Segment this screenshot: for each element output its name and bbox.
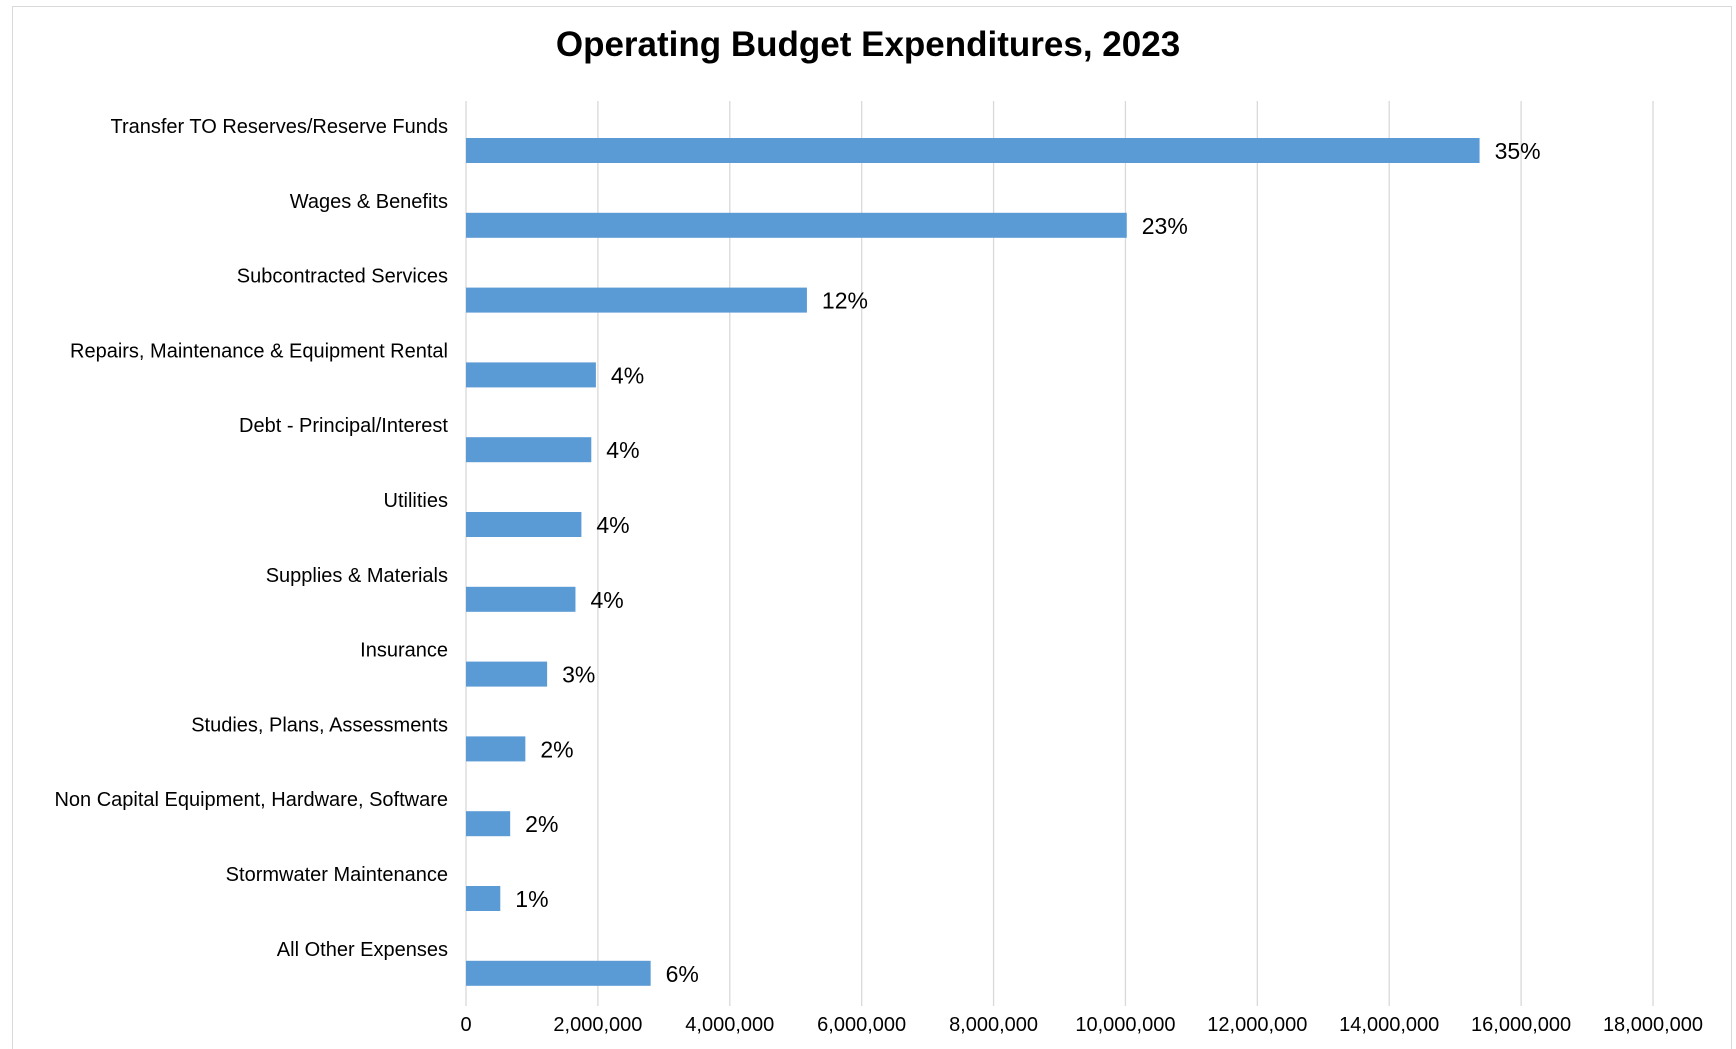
x-tick-label: 4,000,000 bbox=[685, 1014, 774, 1036]
x-tick-label: 18,000,000 bbox=[1603, 1014, 1703, 1036]
category-label: Transfer TO Reserves/Reserve Funds bbox=[110, 116, 448, 138]
bar bbox=[466, 437, 592, 463]
bar bbox=[466, 960, 651, 986]
x-tick-label: 12,000,000 bbox=[1207, 1014, 1307, 1036]
bar bbox=[466, 287, 807, 313]
category-label: Repairs, Maintenance & Equipment Rental bbox=[70, 340, 448, 362]
bar bbox=[466, 811, 511, 837]
x-tick-label: 6,000,000 bbox=[817, 1014, 906, 1036]
category-label: Utilities bbox=[384, 490, 448, 512]
x-tick-label: 10,000,000 bbox=[1075, 1014, 1175, 1036]
data-label: 2% bbox=[540, 736, 573, 762]
chart-frame bbox=[12, 6, 1732, 1049]
category-label: Debt - Principal/Interest bbox=[239, 415, 448, 437]
data-label: 4% bbox=[596, 512, 629, 538]
bar bbox=[466, 138, 1480, 163]
data-label: 35% bbox=[1495, 138, 1541, 164]
bar bbox=[466, 362, 596, 388]
x-tick-label: 14,000,000 bbox=[1339, 1014, 1439, 1036]
category-label: Insurance bbox=[360, 640, 448, 662]
bar bbox=[466, 512, 582, 537]
category-label: Studies, Plans, Assessments bbox=[191, 714, 448, 736]
category-label: Subcontracted Services bbox=[237, 266, 448, 288]
bar bbox=[466, 736, 526, 762]
data-label: 4% bbox=[611, 362, 644, 388]
data-label: 4% bbox=[590, 587, 623, 613]
chart-title: Operating Budget Expenditures, 2023 bbox=[555, 25, 1181, 64]
data-label: 12% bbox=[822, 288, 868, 314]
data-label: 1% bbox=[515, 886, 548, 912]
x-tick-label: 8,000,000 bbox=[949, 1014, 1038, 1036]
data-label: 3% bbox=[562, 662, 595, 688]
x-tick-label: 0 bbox=[460, 1014, 471, 1036]
x-tick-label: 2,000,000 bbox=[553, 1014, 642, 1036]
bar bbox=[466, 586, 576, 612]
bar bbox=[466, 886, 501, 911]
data-label: 6% bbox=[666, 961, 699, 987]
bar bbox=[466, 661, 548, 687]
data-label: 23% bbox=[1142, 213, 1188, 239]
category-label: Wages & Benefits bbox=[290, 191, 448, 213]
category-label: Supplies & Materials bbox=[266, 565, 448, 587]
data-label: 2% bbox=[525, 811, 558, 837]
bar bbox=[466, 212, 1127, 238]
x-tick-label: 16,000,000 bbox=[1471, 1014, 1571, 1036]
category-label: Non Capital Equipment, Hardware, Softwar… bbox=[54, 789, 448, 811]
category-label: Stormwater Maintenance bbox=[226, 864, 448, 886]
data-label: 4% bbox=[606, 437, 639, 463]
category-label: All Other Expenses bbox=[277, 939, 448, 961]
